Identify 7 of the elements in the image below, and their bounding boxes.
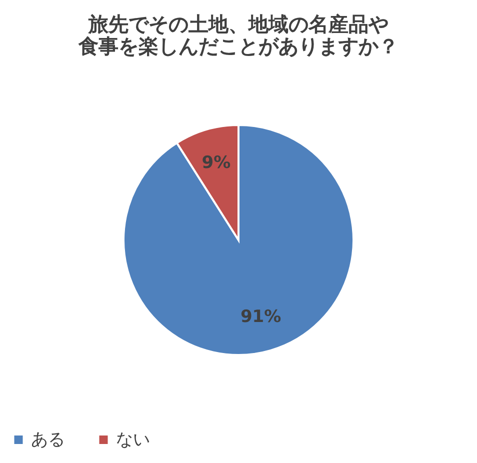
text: 旅先でその土地、地域の名産品や: [88, 12, 388, 36]
legend-label: ある: [31, 430, 65, 450]
text: 食事を楽しんだことがありますか？: [78, 34, 398, 58]
legend-label: ない: [116, 430, 150, 450]
data-label: 91%: [240, 306, 282, 327]
pie-slice: [122, 124, 354, 356]
data-label: 9%: [202, 153, 231, 174]
